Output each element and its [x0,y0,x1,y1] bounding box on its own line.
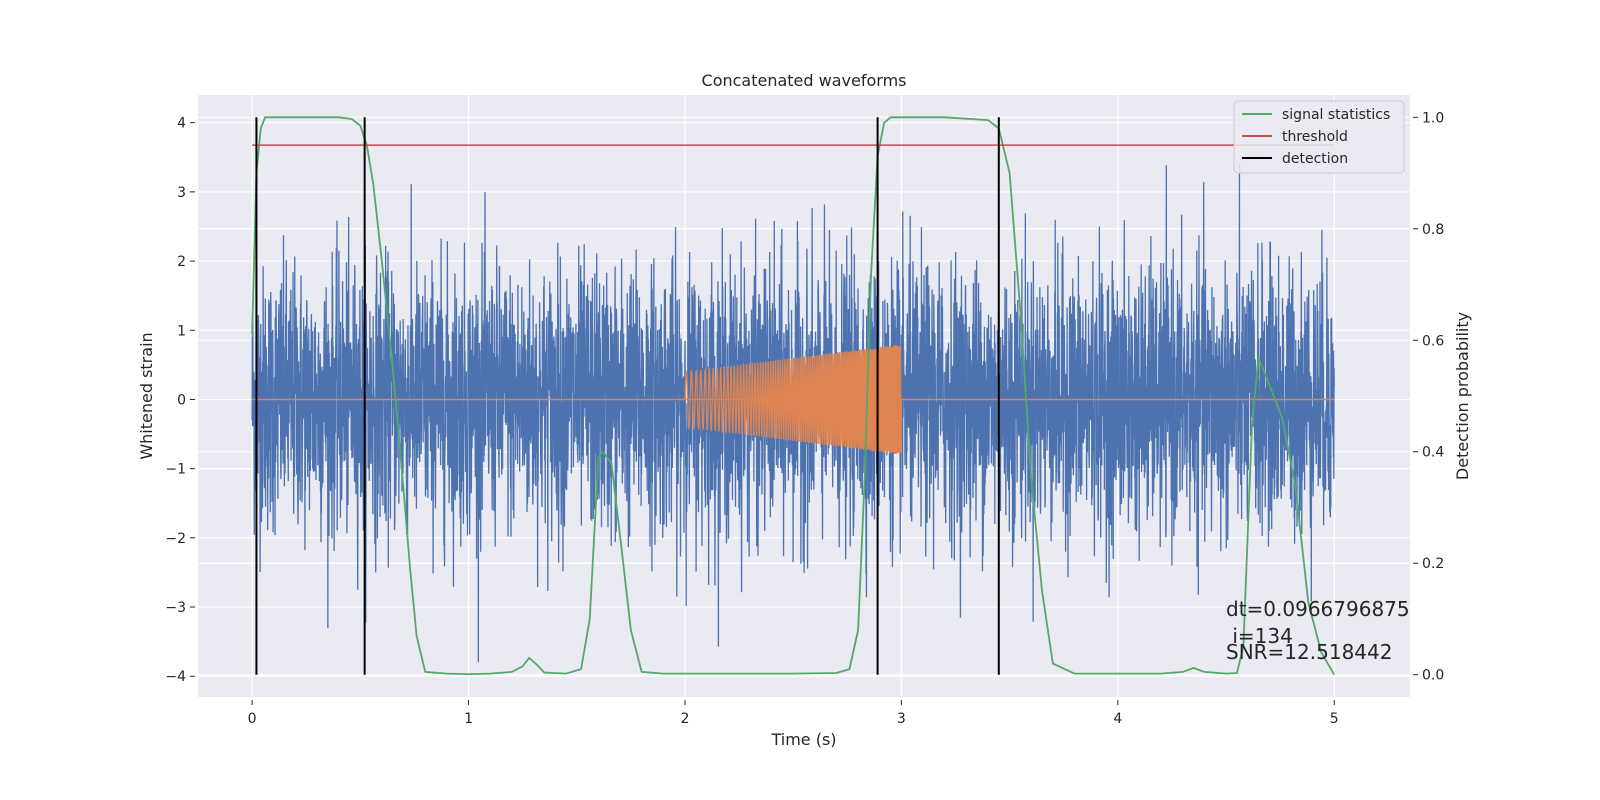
x-tick-label: 1 [464,711,473,727]
y2-axis-label: Detection probability [1453,312,1472,480]
y-tick-label: 2 [177,254,186,270]
y2-tick-label: 0.6 [1422,333,1444,349]
x-tick-label: 0 [248,711,257,727]
y2-tick-label: 0.8 [1422,222,1444,238]
y-tick-label: 0 [177,392,186,408]
signal-statistics-series [251,116,1336,676]
y-tick-label: −4 [165,669,186,685]
chart-title: Concatenated waveforms [702,71,907,90]
legend-label-detection: detection [1282,151,1348,167]
annotation-snr: SNR=12.518442 [1226,640,1392,664]
y-axis-right: 1.0 0.8 0.6 0.4 0.2 0.0 [1413,110,1444,684]
legend-label-threshold: threshold [1282,129,1348,145]
y2-tick-label: 0.4 [1422,445,1444,461]
y-tick-label: −1 [165,462,186,478]
y-tick-label: −3 [165,600,186,616]
annotation-index: i=134 [1226,624,1293,648]
x-tick-label: 3 [897,711,906,727]
legend: signal statistics threshold detection [1233,100,1405,174]
x-tick-label: 2 [681,711,690,727]
annotation-dt: dt=0.0966796875 [1226,597,1410,621]
y-axis-label: Whitened strain [137,332,156,459]
legend-label-signal-statistics: signal statistics [1282,107,1390,123]
y2-tick-label: 0.0 [1422,668,1444,684]
y-axis-left: 4 3 2 1 0 −1 −2 −3 −4 [165,116,195,685]
x-axis-label: Time (s) [770,730,836,749]
strain-series [251,163,1335,663]
y2-tick-label: 1.0 [1422,110,1444,126]
x-tick-label: 5 [1330,711,1339,727]
y-tick-label: 1 [177,323,186,339]
y-tick-label: 3 [177,185,186,201]
y-tick-label: 4 [177,116,186,132]
x-axis: 0 1 2 3 4 5 [248,700,1339,727]
legend-box [1233,100,1405,174]
signal-statistics-line [251,116,1336,676]
detection-series [255,117,1000,675]
x-tick-label: 4 [1113,711,1122,727]
y-tick-label: −2 [165,531,186,547]
y2-tick-label: 0.2 [1422,556,1444,572]
strain-line [251,163,1335,663]
